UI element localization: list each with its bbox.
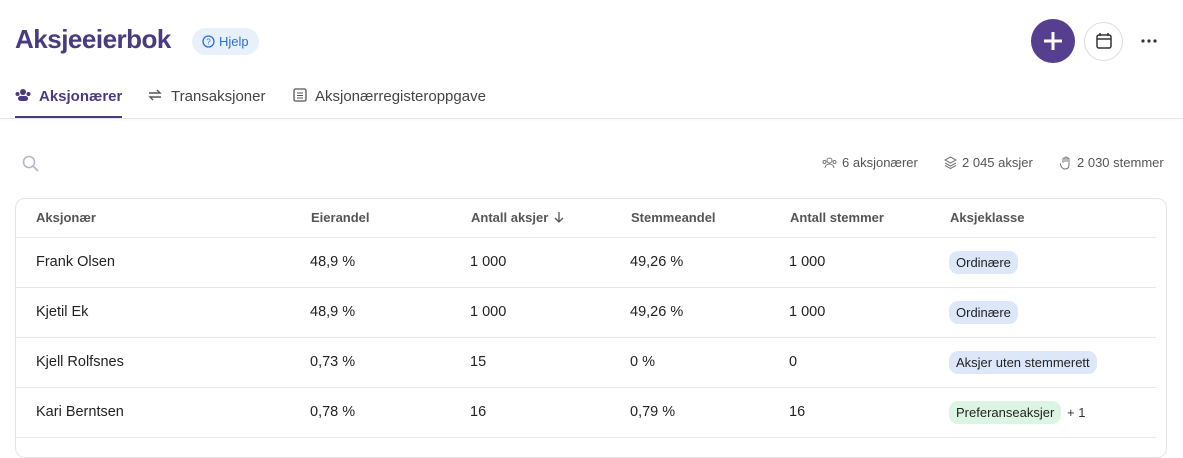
stat-icon <box>822 157 837 168</box>
svg-text:?: ? <box>206 38 211 47</box>
add-button[interactable] <box>1031 19 1075 63</box>
tab-icon <box>293 88 307 102</box>
stat-label: 2 045 aksjer <box>962 155 1033 170</box>
tab[interactable]: Aksjonærer <box>15 88 123 118</box>
table-cell: Frank Olsen <box>36 254 115 270</box>
app: Aksjeeierbok ? Hjelp Aksjonærer Transaks… <box>0 19 1183 458</box>
row-divider <box>16 437 1156 438</box>
tab-label: Aksjonærer <box>39 88 123 105</box>
table-cell: 0,79 % <box>630 404 676 420</box>
more-button[interactable] <box>1136 30 1162 52</box>
table-cell: 0 % <box>630 354 655 370</box>
column-header: Eierandel <box>311 210 370 225</box>
calendar-button[interactable] <box>1084 22 1123 61</box>
table-cell: 49,26 % <box>630 304 684 320</box>
divider <box>0 118 1183 119</box>
tab[interactable]: Transaksjoner <box>147 88 265 118</box>
table-cell: 1 000 <box>470 254 507 270</box>
help-icon: ? <box>202 35 215 48</box>
column-header: Aksjonær <box>36 210 96 225</box>
sort-icon[interactable] <box>553 211 565 224</box>
stat: 2 030 stemmer <box>1060 155 1164 170</box>
tab-label: Transaksjoner <box>171 88 266 105</box>
row-divider <box>16 387 1156 388</box>
table-cell: Kjell Rolfsnes <box>36 354 124 370</box>
search-icon[interactable] <box>22 155 40 173</box>
table-cell: 0 <box>789 354 798 370</box>
stat: 6 aksjonærer <box>822 155 918 170</box>
table-cell: 0,73 % <box>310 354 356 370</box>
table-cell: 1 000 <box>470 304 507 320</box>
class-tag: Aksjer uten stemmerett <box>949 351 1097 374</box>
column-header: Aksjeklasse <box>950 210 1025 225</box>
class-tag: Ordinære <box>949 301 1018 324</box>
table-cell: 16 <box>789 404 806 420</box>
tab-icon <box>148 89 162 101</box>
class-tag: Preferanseaksjer <box>949 401 1062 424</box>
table-cell: 0,78 % <box>310 404 356 420</box>
table-cell: 1 000 <box>789 304 826 320</box>
table-cell: Kari Berntsen <box>36 404 124 420</box>
row-divider <box>16 337 1156 338</box>
stat-icon <box>944 156 957 169</box>
table-cell: 48,9 % <box>310 254 356 270</box>
row-divider <box>16 287 1156 288</box>
table-cell: 1 000 <box>789 254 826 270</box>
stat-icon <box>1060 156 1070 170</box>
stat: 2 045 aksjer <box>944 155 1033 170</box>
row-divider <box>16 237 1156 238</box>
column-header: Stemmeandel <box>631 210 716 225</box>
tab-icon <box>15 89 31 101</box>
column-header: Antall stemmer <box>790 210 884 225</box>
page: Aksjeeierbok {"header":{"title":"Aksjeei… <box>0 19 1183 458</box>
class-tag: Ordinære <box>949 251 1018 274</box>
help-label: Hjelp <box>219 34 249 49</box>
stat-label: 6 aksjonærer <box>842 155 918 170</box>
table-cell: Kjetil Ek <box>36 304 89 320</box>
tab[interactable]: Aksjonærregisteroppgave <box>293 88 486 118</box>
help-button[interactable]: ? Hjelp <box>192 28 259 55</box>
table-cell: 16 <box>470 404 487 420</box>
extra-count: + 1 <box>1067 405 1086 420</box>
page-title: Aksjeeierbok <box>15 24 171 54</box>
table-cell: 49,26 % <box>630 254 684 270</box>
table-cell: 48,9 % <box>310 304 356 320</box>
table-cell: 15 <box>470 354 487 370</box>
stat-label: 2 030 stemmer <box>1077 155 1164 170</box>
tab-label: Aksjonærregisteroppgave <box>315 88 486 105</box>
column-header[interactable]: Antall aksjer <box>471 210 549 225</box>
